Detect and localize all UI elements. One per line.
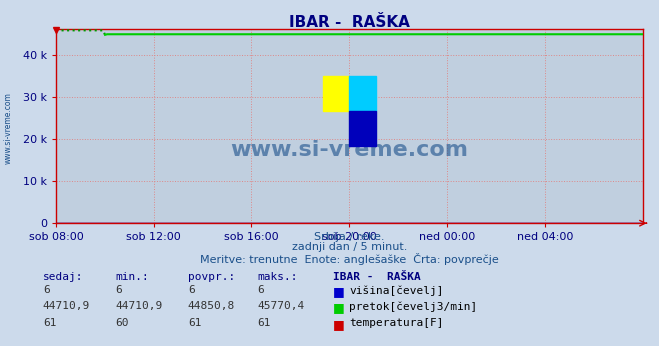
Text: ■: ■	[333, 301, 345, 314]
Text: www.si-vreme.com: www.si-vreme.com	[3, 92, 13, 164]
Text: 61: 61	[257, 318, 270, 328]
Text: www.si-vreme.com: www.si-vreme.com	[230, 139, 469, 160]
Bar	[349, 76, 376, 111]
Text: povpr.:: povpr.:	[188, 272, 235, 282]
Text: pretok[čevelj3/min]: pretok[čevelj3/min]	[349, 301, 478, 311]
Text: 44710,9: 44710,9	[43, 301, 90, 311]
Text: Srbija / reke.: Srbija / reke.	[314, 232, 384, 242]
Text: 61: 61	[43, 318, 56, 328]
Text: 6: 6	[115, 285, 122, 295]
Text: 44850,8: 44850,8	[188, 301, 235, 311]
Text: ■: ■	[333, 318, 345, 331]
Text: maks.:: maks.:	[257, 272, 297, 282]
Text: Meritve: trenutne  Enote: anglešaške  Črta: povprečje: Meritve: trenutne Enote: anglešaške Črta…	[200, 253, 499, 265]
Text: zadnji dan / 5 minut.: zadnji dan / 5 minut.	[291, 242, 407, 252]
Text: sedaj:: sedaj:	[43, 272, 83, 282]
Text: temperatura[F]: temperatura[F]	[349, 318, 444, 328]
Bar	[323, 76, 349, 111]
Text: IBAR -  RAŠKA: IBAR - RAŠKA	[333, 272, 420, 282]
Text: 44710,9: 44710,9	[115, 301, 163, 311]
Text: višina[čevelj]: višina[čevelj]	[349, 285, 444, 296]
Text: 6: 6	[43, 285, 49, 295]
Text: 61: 61	[188, 318, 201, 328]
Text: 6: 6	[188, 285, 194, 295]
Text: min.:: min.:	[115, 272, 149, 282]
Text: 45770,4: 45770,4	[257, 301, 304, 311]
Bar	[349, 111, 376, 146]
Text: 60: 60	[115, 318, 129, 328]
Text: 6: 6	[257, 285, 264, 295]
Text: IBAR -  RAŠKA: IBAR - RAŠKA	[289, 15, 410, 29]
Text: ■: ■	[333, 285, 345, 299]
